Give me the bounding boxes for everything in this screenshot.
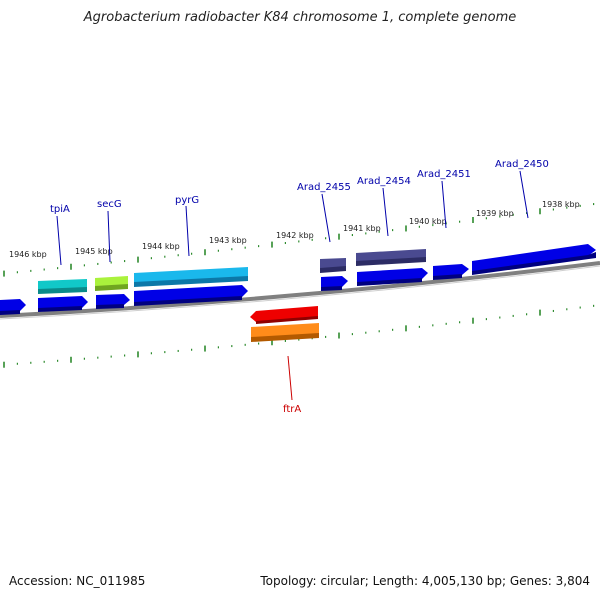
tick-label-1941: 1941 kbp <box>343 224 381 233</box>
gene-label-arad2454: Arad_2454 <box>357 176 411 187</box>
gene-label-arad2451: Arad_2451 <box>417 169 471 180</box>
cds-arrow-tpiA[interactable] <box>38 296 88 312</box>
gene-labels: tpiA secG pyrG Arad_2455 Arad_2454 Arad_… <box>50 159 549 415</box>
gene-bar-arad2454[interactable] <box>356 249 426 266</box>
cds-arrow-1[interactable] <box>0 299 26 315</box>
gene-bar-pyrG[interactable] <box>134 267 248 287</box>
tick-label-1938: 1938 kbp <box>542 200 580 209</box>
tick-label-1939: 1939 kbp <box>476 209 514 218</box>
gene-bar-secG[interactable] <box>95 276 128 291</box>
tick-label-1946: 1946 kbp <box>9 250 47 259</box>
scale-ticks-upper <box>3 203 595 277</box>
cds-arrow-arad2454[interactable] <box>357 268 428 286</box>
gene-label-secG: secG <box>97 199 122 210</box>
gene-label-pyrG: pyrG <box>175 195 199 206</box>
reverse-strand-track <box>250 306 319 342</box>
genome-summary-text: Topology: circular; Length: 4,005,130 bp… <box>260 574 590 588</box>
gene-label-arad2450: Arad_2450 <box>495 159 549 170</box>
cds-arrow-pyrG[interactable] <box>134 285 248 306</box>
tick-label-1940: 1940 kbp <box>409 217 447 226</box>
gene-label-tpiA: tpiA <box>50 204 70 215</box>
gene-bar-tpiA[interactable] <box>38 279 87 294</box>
feature-track-upper <box>38 249 426 294</box>
scale-ticks-lower <box>3 304 595 368</box>
gene-label-arad2455: Arad_2455 <box>297 182 351 193</box>
tick-label-1943: 1943 kbp <box>209 236 247 245</box>
gene-bar-ftrA[interactable] <box>251 323 319 342</box>
cds-arrow-secG[interactable] <box>96 294 130 309</box>
tick-label-1945: 1945 kbp <box>75 247 113 256</box>
genome-backbone <box>0 261 600 320</box>
tick-labels: 1946 kbp 1945 kbp 1944 kbp 1943 kbp 1942… <box>9 200 580 259</box>
tick-label-1944: 1944 kbp <box>142 242 180 251</box>
gene-label-ftrA: ftrA <box>283 404 301 415</box>
cds-arrow-arad2450[interactable] <box>472 244 596 275</box>
cds-arrow-ftrA[interactable] <box>250 306 318 324</box>
label-leaders <box>56 170 529 401</box>
tick-label-1942: 1942 kbp <box>276 231 314 240</box>
gene-bar-arad2455[interactable] <box>320 258 346 273</box>
cds-arrow-arad2451[interactable] <box>433 264 469 280</box>
cds-arrow-arad2455[interactable] <box>321 276 348 291</box>
map-title: Agrobacterium radiobacter K84 chromosome… <box>83 10 517 25</box>
accession-text: Accession: NC_011985 <box>9 574 146 588</box>
cds-track <box>0 244 596 315</box>
